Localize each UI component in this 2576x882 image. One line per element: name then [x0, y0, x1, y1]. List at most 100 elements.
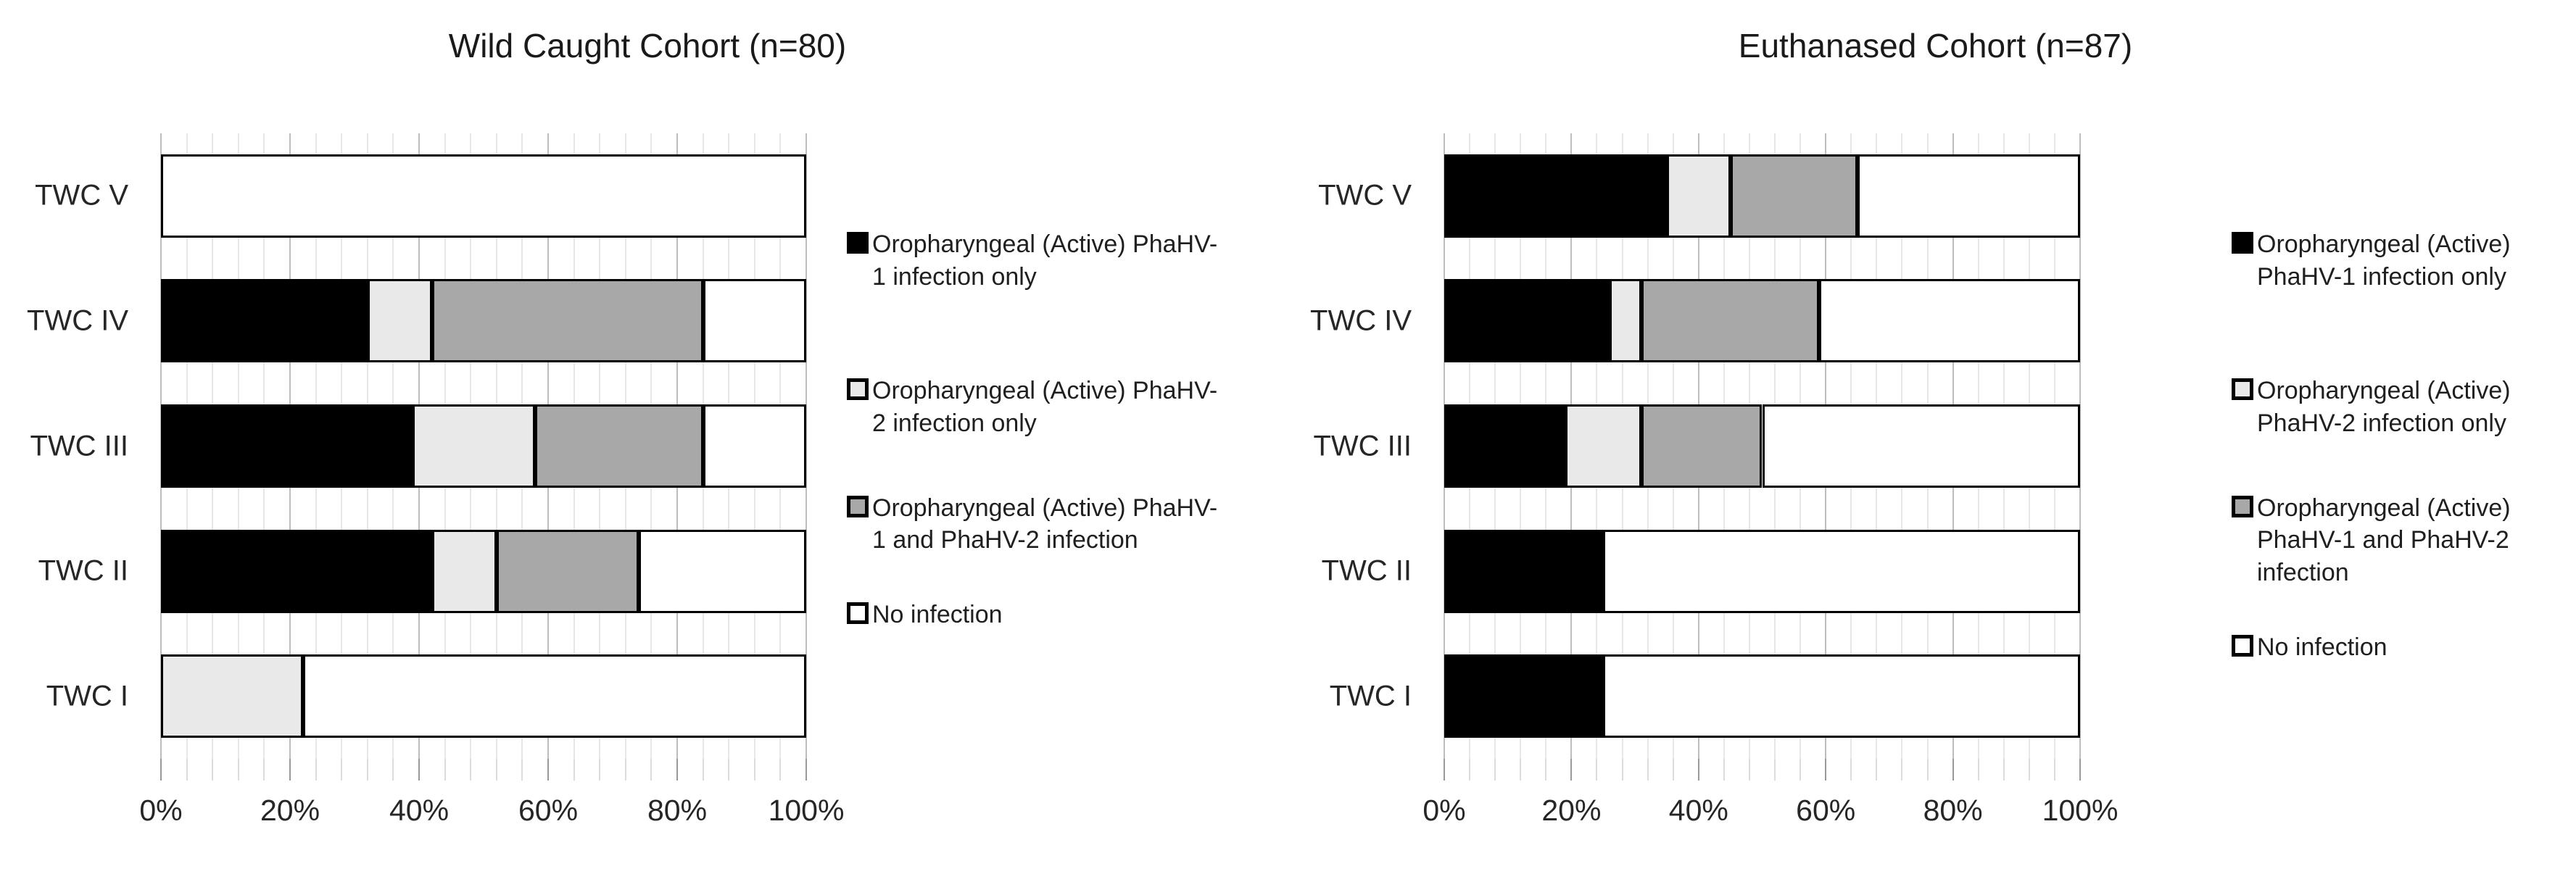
major-tick [1444, 759, 1445, 781]
major-tick [805, 759, 807, 781]
bar-row-twc-iii [161, 404, 806, 488]
plot-area: 0% 20% 40% 60% 80% 100% [139, 133, 844, 827]
bar-segment [1603, 529, 2080, 613]
category-axis: TWC V TWC IV TWC III TWC II TWC I [1295, 133, 1412, 759]
legend: Oropharyngeal (Active) PhaHV-1 infection… [2232, 228, 2572, 664]
bar-segment [703, 279, 806, 363]
minor-tick [495, 759, 497, 781]
minor-tick [1800, 759, 1802, 781]
category-label: TWC III [30, 430, 128, 462]
minor-tick [1672, 759, 1674, 781]
major-tick [2079, 759, 2081, 781]
category-label: TWC IV [27, 304, 128, 337]
minor-tick [1876, 759, 1878, 781]
x-axis-tick-label: 100% [2042, 794, 2119, 827]
legend-label: No infection [2257, 633, 2387, 662]
legend-swatch-icon [847, 378, 869, 400]
x-axis-tick-label: 40% [1668, 794, 1728, 827]
category-label: TWC II [38, 554, 128, 587]
bar-segment [1444, 529, 1604, 613]
minor-tick [1520, 759, 1522, 781]
minor-tick [650, 759, 653, 781]
x-axis-tick-label: 20% [1541, 794, 1602, 827]
major-tick [289, 759, 291, 781]
minor-tick [2028, 759, 2030, 781]
minor-tick [599, 759, 601, 781]
bar-row-twc-ii [1444, 529, 2080, 613]
legend-label: Oropharyngeal (Active) PhaHV-2 infection… [2257, 376, 2511, 437]
bar-segment [638, 529, 806, 613]
major-tick [676, 759, 678, 781]
legend-label: Oropharyngeal (Active) PhaHV-1 infection… [2257, 230, 2511, 291]
x-axis-labels: 0% 20% 40% 60% 80% 100% [139, 794, 844, 837]
x-axis-tick-label: 60% [1796, 794, 1856, 827]
minor-tick [1723, 759, 1725, 781]
legend-swatch-icon [847, 232, 869, 254]
bar-row-twc-i [1444, 654, 2080, 739]
chart-title: Wild Caught Cohort (n=80) [448, 27, 847, 65]
minor-tick [521, 759, 523, 781]
major-tick [1952, 759, 1954, 781]
bar-segment [431, 279, 703, 363]
major-gridline [2079, 133, 2081, 759]
legend-item: No infection [2232, 631, 2572, 664]
legend-item: Oropharyngeal (Active) PhaHV-2 infection… [2232, 375, 2572, 440]
category-axis: TWC V TWC IV TWC III TWC II TWC I [0, 133, 128, 759]
bar-segment [161, 279, 368, 363]
minor-tick [702, 759, 704, 781]
bar-row-twc-v [1444, 154, 2080, 238]
legend: Oropharyngeal (Active) PhaHV-1 infection… [847, 228, 1220, 631]
legend-item: Oropharyngeal (Active) PhaHV-1 and PhaHV… [2232, 492, 2572, 590]
bar-segment [161, 154, 806, 238]
bar-segment [1444, 154, 1667, 238]
legend-label: Oropharyngeal (Active) PhaHV-1 and PhaHV… [872, 494, 1218, 554]
bar-segment [302, 654, 806, 739]
chart-panel-euthanased: Euthanased Cohort (n=87) TWC V TWC IV TWC … [1295, 0, 2576, 882]
major-tick [1697, 759, 1699, 781]
bar-segment [431, 529, 497, 613]
bar-segment [161, 654, 303, 739]
minor-tick [237, 759, 239, 781]
legend-swatch-icon [2232, 378, 2253, 400]
minor-tick [186, 759, 188, 781]
minor-tick [624, 759, 626, 781]
minor-tick [728, 759, 730, 781]
category-label: TWC I [1329, 680, 1412, 712]
legend-swatch-icon [847, 602, 869, 625]
major-gridline [805, 133, 807, 759]
legend-item: Oropharyngeal (Active) PhaHV-1 infection… [2232, 228, 2572, 294]
minor-tick [1977, 759, 1979, 781]
x-axis-tick-label: 0% [139, 794, 183, 827]
major-tick [418, 759, 420, 781]
legend-swatch-icon [2232, 232, 2253, 254]
bar-segment [703, 404, 806, 488]
minor-tick [1545, 759, 1547, 781]
legend-swatch-icon [2232, 635, 2253, 657]
bar-row-twc-iii [1444, 404, 2080, 488]
minor-tick [2053, 759, 2055, 781]
major-tick [1825, 759, 1827, 781]
category-label: TWC III [1313, 430, 1412, 462]
bar-segment [1819, 279, 2080, 363]
category-label: TWC V [35, 179, 128, 212]
minor-tick [1596, 759, 1598, 781]
minor-tick [779, 759, 782, 781]
minor-tick [392, 759, 394, 781]
bar-segment [1641, 279, 1820, 363]
bar-segment [161, 404, 413, 488]
minor-tick [1647, 759, 1649, 781]
bar-segment [535, 404, 703, 488]
minor-tick [212, 759, 214, 781]
minor-tick [444, 759, 446, 781]
legend-label: Oropharyngeal (Active) PhaHV-1 infection… [872, 230, 1218, 291]
minor-tick [1901, 759, 1903, 781]
bar-segment [1444, 279, 1610, 363]
bar-segment [1858, 154, 2080, 238]
x-axis-tick-label: 20% [260, 794, 320, 827]
x-axis-tick-label: 60% [518, 794, 579, 827]
legend-swatch-icon [847, 495, 869, 517]
legend-swatch-icon [2232, 495, 2253, 517]
bar-segment [413, 404, 536, 488]
major-tick [160, 759, 162, 781]
bar-row-twc-iv [161, 279, 806, 363]
